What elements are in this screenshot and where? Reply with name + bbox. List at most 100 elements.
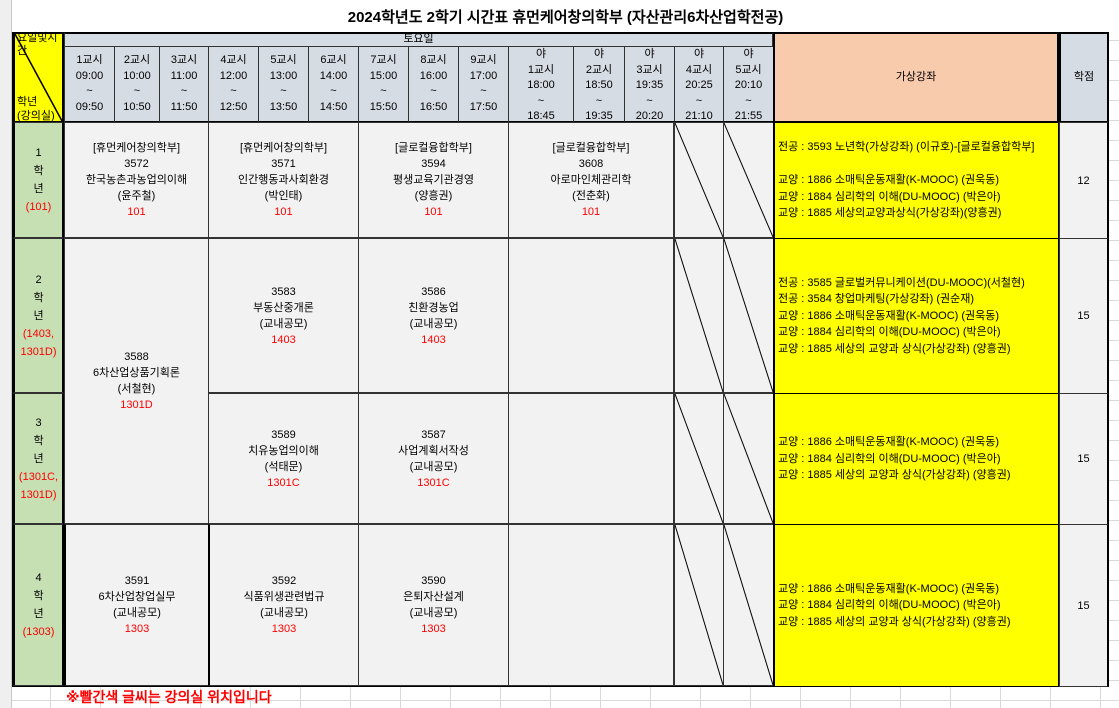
course-cell-3590[interactable]: 3590 은퇴자산설계 (교내공모) 1303 bbox=[358, 524, 509, 686]
grade-number: 4 bbox=[35, 572, 42, 584]
row-header-gutter bbox=[0, 0, 12, 708]
virtual-course-line bbox=[778, 156, 1058, 173]
night-period-start: 18:00 bbox=[527, 79, 555, 91]
course-code: 3589 bbox=[271, 428, 296, 441]
diagonal-line bbox=[724, 525, 773, 685]
diagonal-line bbox=[675, 525, 723, 685]
course-cell-3588[interactable]: 3588 6차산업상품기획론 (서철현) 1301D bbox=[64, 238, 209, 524]
grade-hak: 학 bbox=[33, 434, 44, 447]
course-room: 101 bbox=[424, 206, 443, 218]
course-prof: (교내공모) bbox=[409, 607, 458, 619]
course-prof: (윤주철) bbox=[117, 190, 156, 202]
course-prof: (박인태) bbox=[264, 190, 303, 202]
credits-cell: 12 bbox=[1059, 122, 1109, 239]
empty-cell bbox=[508, 393, 674, 524]
course-cell-3587[interactable]: 3587 사업계획서작성 (교내공모) 1301C bbox=[358, 393, 509, 524]
period-label: 3교시 bbox=[170, 54, 198, 66]
course-code: 3588 bbox=[124, 351, 149, 363]
virtual-course-line: 전공 : 3593 노년학(가상강좌) (이규호)-[글로컬융합학부] bbox=[778, 141, 1035, 154]
period-header-4: 4교시 12:00 ~12:50 bbox=[208, 46, 259, 123]
course-name: 아로마인체관리학 bbox=[550, 174, 632, 186]
course-cell-3589[interactable]: 3589 치유농업의이해 (석태문) 1301C bbox=[208, 393, 359, 524]
night-period-header-4: 야 4교시 20:25 ~21:10 bbox=[674, 46, 724, 123]
period-start: 10:00 bbox=[123, 69, 151, 82]
course-cell-3583[interactable]: 3583 부동산중개론 (교내공모) 1403 bbox=[208, 238, 359, 393]
grade-number: 2 bbox=[35, 273, 42, 286]
grade-hak: 학 bbox=[33, 590, 44, 602]
grade-room: (1403, bbox=[22, 327, 55, 340]
period-end: 11:50 bbox=[170, 100, 198, 113]
night-period-end: 19:35 bbox=[585, 110, 613, 122]
course-cell-3571[interactable]: [휴먼케어창의학부] 3571 인간행동과사회환경 (박인태) 101 bbox=[208, 122, 359, 238]
diagonal-line bbox=[675, 394, 723, 523]
night-period-header-1: 야 1교시 18:00 ~18:45 bbox=[508, 46, 574, 123]
course-code: 3594 bbox=[421, 158, 446, 170]
grade-4-cell: 4 학 년 (1303) bbox=[12, 524, 64, 686]
course-cell-3592[interactable]: 3592 식품위생관련법규 (교내공모) 1303 bbox=[208, 524, 359, 686]
course-prof: (양흥권) bbox=[414, 190, 453, 202]
virtual-course-line: 교양 : 1884 심리학의 이해(DU-MOOC) (박은아) bbox=[778, 599, 1001, 612]
course-name: 치유농업의이해 bbox=[248, 444, 319, 457]
period-label: 6교시 bbox=[320, 54, 347, 66]
night-period-end: 18:45 bbox=[527, 110, 555, 122]
period-start: 15:00 bbox=[369, 69, 398, 82]
course-cell-3586[interactable]: 3586 친환경농업 (교내공모) 1403 bbox=[358, 238, 509, 393]
night-period-start: 20:25 bbox=[685, 79, 713, 91]
virtual-course-line: 교양 : 1886 소매틱운동재활(K-MOOC) (권욱동) bbox=[778, 174, 1000, 187]
course-cell-3572[interactable]: [휴먼케어창의학부] 3572 한국농촌과농업의이해 (윤주철) 101 bbox=[64, 122, 209, 238]
grade-room-2: 1301D) bbox=[20, 345, 57, 358]
night-period-label: 5교시 bbox=[735, 63, 762, 76]
virtual-course-line: 교양 : 1884 심리학의 이해(DU-MOOC) (박은아) bbox=[778, 452, 1001, 465]
grade-nyeon: 년 bbox=[33, 452, 44, 465]
course-cell-3594[interactable]: [글로컬융합학부] 3594 평생교육기관경영 (양흥권) 101 bbox=[358, 122, 509, 238]
course-prof: (교내공모) bbox=[409, 317, 458, 330]
corner-bottom-label-2: (강의실) bbox=[17, 110, 55, 122]
period-sep: ~ bbox=[430, 85, 437, 97]
page-title: 2024학년도 2학기 시간표 휴먼케어창의학부 (자산관리6차산업학전공) bbox=[12, 0, 1119, 33]
period-header-7: 7교시 15:00 ~15:50 bbox=[358, 46, 409, 123]
period-end: 17:50 bbox=[469, 100, 498, 113]
course-code: 3572 bbox=[124, 158, 149, 170]
virtual-courses-cell: 전공 : 3593 노년학(가상강좌) (이규호)-[글로컬융합학부] 교양 : … bbox=[773, 122, 1060, 239]
course-prof: (교내공모) bbox=[260, 607, 308, 619]
virtual-course-line: 교양 : 1885 세상의교양과상식(가상강좌)(양흥권) bbox=[778, 207, 1002, 220]
period-start: 12:00 bbox=[219, 69, 248, 82]
virtual-header: 가상강좌 bbox=[773, 32, 1059, 123]
virtual-course-line: 교양 : 1886 소매틱운동재활(K-MOOC) (권욱동) bbox=[778, 582, 1000, 595]
course-prof: (전춘화) bbox=[572, 190, 610, 202]
virtual-course-line: 교양 : 1886 소매틱운동재활(K-MOOC) (권욱동) bbox=[778, 309, 1000, 322]
night-period-label: 4교시 bbox=[685, 63, 713, 76]
grade-1-cell: 1 학 년 (101) bbox=[12, 122, 64, 238]
period-start: 09:00 bbox=[75, 69, 104, 82]
course-room: 1301C bbox=[267, 476, 300, 489]
credits-cell: 15 bbox=[1059, 393, 1109, 525]
period-label: 9교시 bbox=[470, 54, 497, 66]
course-code: 3608 bbox=[578, 158, 604, 170]
course-code: 3591 bbox=[124, 575, 150, 587]
credits-cell: 15 bbox=[1059, 524, 1109, 687]
course-dept: [글로컬융합학부] bbox=[552, 142, 630, 154]
period-header-6: 6교시 14:00 ~14:50 bbox=[308, 46, 359, 123]
unavailable-cell bbox=[674, 393, 724, 524]
course-cell-3608[interactable]: [글로컬융합학부] 3608 아로마인체관리학 (전춘화) 101 bbox=[508, 122, 674, 238]
course-prof: (교내공모) bbox=[259, 317, 308, 330]
diagonal-line bbox=[724, 394, 773, 523]
period-sep: ~ bbox=[330, 85, 337, 97]
course-name: 한국농촌과농업의이해 bbox=[85, 174, 188, 186]
course-cell-3591[interactable]: 3591 6차산업창업실무 (교내공모) 1303 bbox=[64, 524, 209, 686]
course-room: 1403 bbox=[271, 333, 296, 346]
grade-nyeon: 년 bbox=[33, 309, 44, 322]
period-end: 14:50 bbox=[319, 100, 348, 113]
period-sep: ~ bbox=[480, 85, 487, 97]
course-name: 평생교육기관경영 bbox=[393, 174, 474, 186]
course-dept: [글로컬융합학부] bbox=[395, 142, 472, 154]
period-sep: ~ bbox=[133, 85, 141, 97]
grade-hak: 학 bbox=[33, 165, 44, 177]
night-period-start: 20:10 bbox=[734, 79, 763, 91]
course-name: 인간행동과사회환경 bbox=[237, 174, 330, 186]
unavailable-cell bbox=[674, 122, 724, 238]
virtual-course-line: 전공 : 3585 글로벌커뮤니케이션(DU-MOOC)(서철현) bbox=[778, 276, 1025, 289]
course-code: 3590 bbox=[421, 575, 446, 587]
empty-cell bbox=[508, 524, 674, 686]
night-period-end: 21:10 bbox=[685, 110, 713, 122]
